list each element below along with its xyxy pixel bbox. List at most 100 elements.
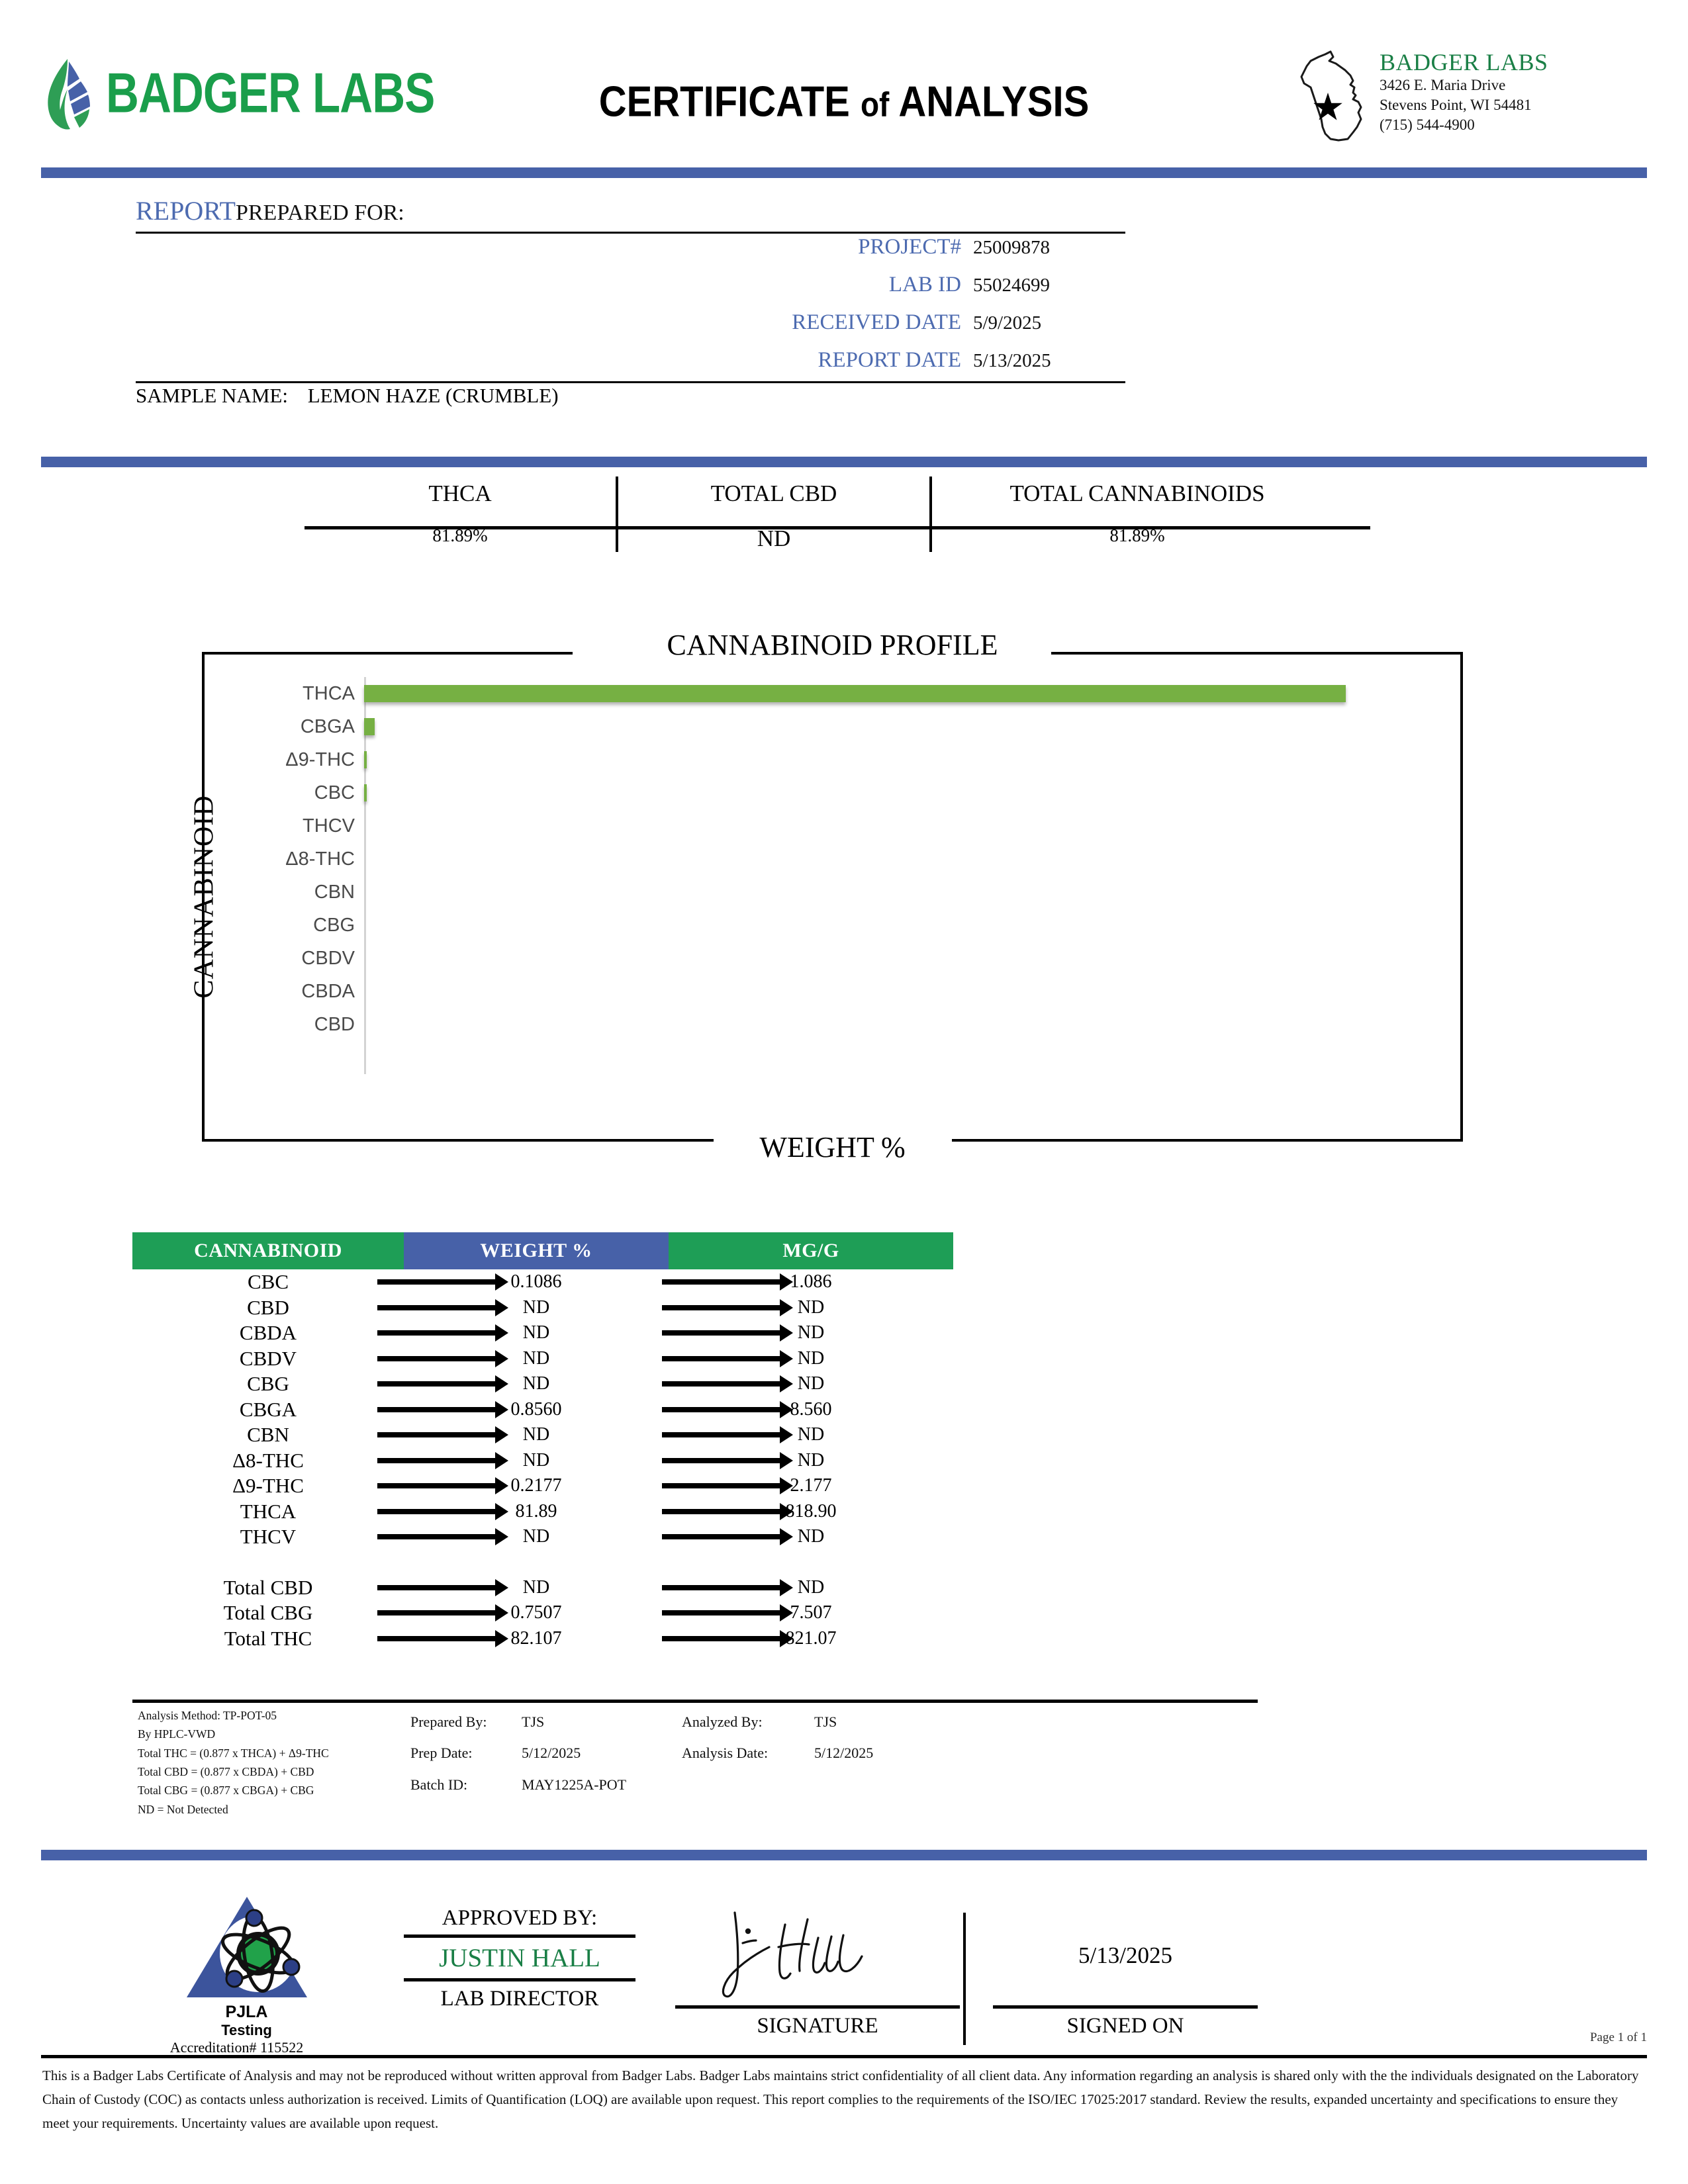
note-line: ND = Not Detected [138,1802,228,1816]
chart-bar-row: CBD [314,1008,1443,1041]
table-row: THCV ND ND [132,1524,953,1550]
arrow-icon [377,1629,508,1647]
prep-row: Batch ID: MAY1225A-POT [410,1769,626,1800]
arrow-icon [662,1298,793,1316]
summary-header: TOTAL CBD [616,477,929,516]
arrow-icon [377,1375,508,1393]
arrow-icon [662,1426,793,1444]
cell-weight: ND [522,1347,550,1369]
page-number: Page 1 of 1 [1589,2030,1647,2044]
table-header-row: CANNABINOID WEIGHT % MG/G [132,1232,953,1269]
analysis-label: Analyzed By: [682,1713,763,1730]
chart-bar-row: CBC [314,776,1443,809]
meta-row: LAB ID 55024699 [695,273,1125,310]
chart-bar-row: THCA [303,677,1443,710]
wisconsin-map-icon [1300,50,1362,142]
chart-bar-label: CBN [314,881,355,903]
summary-header: TOTAL CANNABINOIDS [929,477,1342,516]
footnote-rule [132,1700,1258,1703]
prep-value: MAY1225A-POT [522,1776,627,1793]
meta-label: PROJECT# [858,235,961,259]
signed-on-date: 5/13/2025 [1078,1942,1172,1968]
cell-mgg: 821.07 [785,1627,837,1649]
approver-name: JUSTIN HALL [439,1944,600,1972]
analysis-row: Analyzed By: TJS [682,1706,873,1737]
page-title: CERTIFICATE of ANALYSIS [463,77,1225,126]
sample-name-row: SAMPLE NAME: LEMON HAZE (CRUMBLE) [136,384,559,408]
note-line: Total CBD = (0.877 x CBDA) + CBD [138,1765,314,1779]
note-line: Total CBG = (0.877 x CBGA) + CBG [138,1784,314,1797]
lab-phone: (715) 544-4900 [1380,116,1475,133]
cell-weight: ND [522,1424,550,1445]
page-header: BADGER LABS CERTIFICATE of ANALYSIS BADG… [0,0,1688,179]
note-line: By HPLC-VWD [138,1727,216,1741]
pjla-subtitle: Testing [221,2022,272,2038]
summary-value: 81.89% [929,516,1342,552]
arrow-icon [377,1477,508,1495]
cell-cannabinoid: CBDA [239,1321,297,1345]
arrow-icon [662,1528,793,1546]
prep-value: 5/12/2025 [522,1745,581,1762]
table-row: CBDA ND ND [132,1320,953,1346]
chart-bar-label: Δ8-THC [285,848,355,870]
sample-name-label: SAMPLE NAME: [136,384,288,407]
chart-bar-label: CBDV [301,947,355,969]
chart-bar [364,784,367,801]
pjla-logo-icon [186,1897,307,1997]
report-meta-list: PROJECT# 25009878 LAB ID 55024699 RECEIV… [695,235,1125,386]
table-row: Total CBD ND ND [132,1575,953,1601]
footer-divider [41,1850,1647,1860]
cannabinoid-results-table: CANNABINOID WEIGHT % MG/G CBC 0.1086 1.086… [132,1232,953,1651]
approved-rule-top [404,1934,635,1938]
approved-by-block: APPROVED BY: JUSTIN HALL LAB DIRECTOR [404,1906,635,2011]
arrow-icon [377,1349,508,1367]
arrow-icon [377,1502,508,1520]
cell-weight: ND [522,1576,550,1598]
arrow-icon [377,1273,508,1291]
arrow-icon [377,1426,508,1444]
summary-rule [305,526,1370,529]
cell-cannabinoid: CBDV [239,1346,297,1370]
summary-table: THCA TOTAL CBD TOTAL CANNABINOIDS 81.89%… [305,477,1370,552]
table-row: CBDV ND ND [132,1346,953,1372]
footer-vertical-divider [963,1913,966,2045]
chart-bar-row: CBDV [301,942,1443,975]
chart-bar [364,751,367,768]
cell-weight: 0.7507 [510,1602,562,1623]
prep-info: Prepared By: TJS Prep Date: 5/12/2025 Batc… [410,1706,626,1800]
analysis-value: 5/12/2025 [814,1745,874,1762]
chart-bar-row: THCV [303,809,1443,842]
cell-mgg: ND [797,1424,825,1445]
arrow-icon [662,1400,793,1418]
table-row: Δ9-THC 0.2177 2.177 [132,1473,953,1499]
report-word: REPORT [136,196,236,226]
cell-weight: ND [522,1297,550,1318]
arrow-icon [377,1451,508,1469]
cell-mgg: ND [797,1347,825,1369]
column-header-weight: WEIGHT % [404,1232,669,1269]
arrow-icon [377,1298,508,1316]
meta-value: 5/13/2025 [973,350,1051,371]
analysis-method-notes: Analysis Method: TP-POT-05 By HPLC-VWD T… [138,1706,329,1819]
chart-bar-label: CBGA [300,715,355,737]
cell-mgg: ND [797,1322,825,1343]
meta-label: REPORT DATE [818,348,961,372]
brand-name: BADGER LABS [106,62,435,125]
disclaimer-text: This is a Badger Labs Certificate of Ana… [42,2068,1639,2132]
cell-cannabinoid: Total THC [224,1626,312,1650]
meta-label: LAB ID [888,273,961,296]
arrow-icon [662,1273,793,1291]
arrow-icon [662,1324,793,1342]
chart-bar-label: THCV [303,815,355,837]
cell-cannabinoid: CBG [247,1372,289,1396]
table-row: THCA 81.89 818.90 [132,1499,953,1525]
chart-value-axis [364,677,366,1074]
cell-cannabinoid: Total CBD [223,1575,313,1599]
prep-label: Prep Date: [410,1745,473,1762]
cell-weight: 0.1086 [510,1271,562,1293]
prep-label: Prepared By: [410,1713,487,1730]
cell-mgg: 8.560 [790,1398,832,1420]
meta-value: 25009878 [973,237,1050,258]
arrow-icon [377,1604,508,1622]
note-line: Analysis Method: TP-POT-05 [138,1709,277,1722]
